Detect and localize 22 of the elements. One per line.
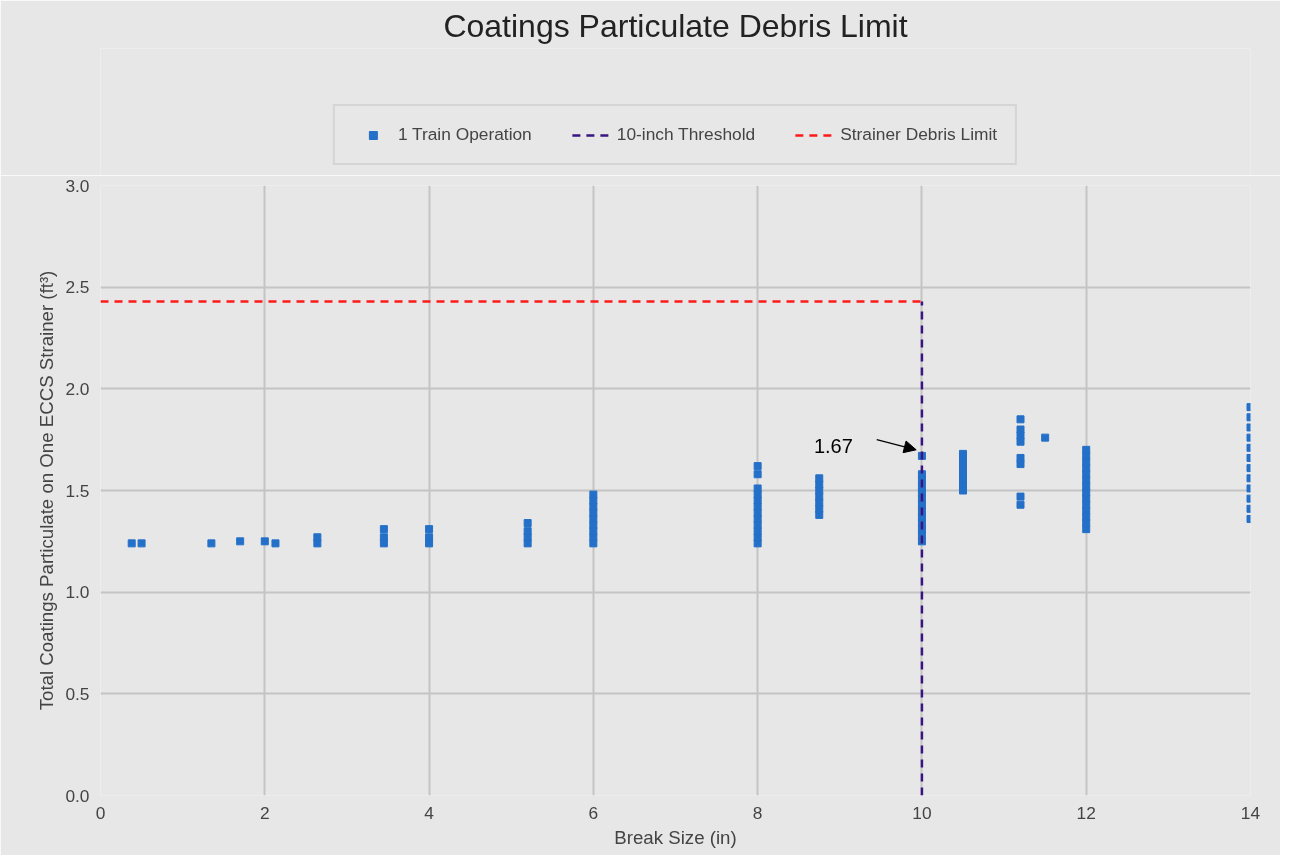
y-tick-label: 0.0 xyxy=(65,785,90,806)
x-tick-label: 14 xyxy=(1240,802,1261,823)
y-tick-label: 2.0 xyxy=(65,378,90,399)
legend-label: 10-inch Threshold xyxy=(616,124,756,145)
x-tick-label: 4 xyxy=(424,802,435,823)
x-tick-label: 2 xyxy=(259,802,270,823)
x-tick-label: 6 xyxy=(588,802,599,823)
y-tick-label: 1.0 xyxy=(65,582,90,603)
y-tick-label: 0.5 xyxy=(65,683,90,704)
y-tick-label: 2.5 xyxy=(65,277,90,298)
x-axis-title: Break Size (in) xyxy=(614,826,737,848)
y-tick-label: 1.5 xyxy=(65,480,90,501)
legend-label: 1 Train Operation xyxy=(397,124,532,145)
x-tick-label: 10 xyxy=(912,802,932,823)
legend-label: Strainer Debris Limit xyxy=(840,124,998,145)
x-tick-label: 8 xyxy=(752,802,763,823)
chart-title: Coatings Particulate Debris Limit xyxy=(443,7,908,44)
y-tick-label: 3.0 xyxy=(65,175,90,196)
annotation: 1.67 xyxy=(813,434,853,457)
x-tick-label: 12 xyxy=(1076,802,1096,823)
y-axis-title: Total Coatings Particulate on One ECCS Strainer (ft³) xyxy=(36,270,58,711)
x-tick-label: 0 xyxy=(95,802,106,823)
